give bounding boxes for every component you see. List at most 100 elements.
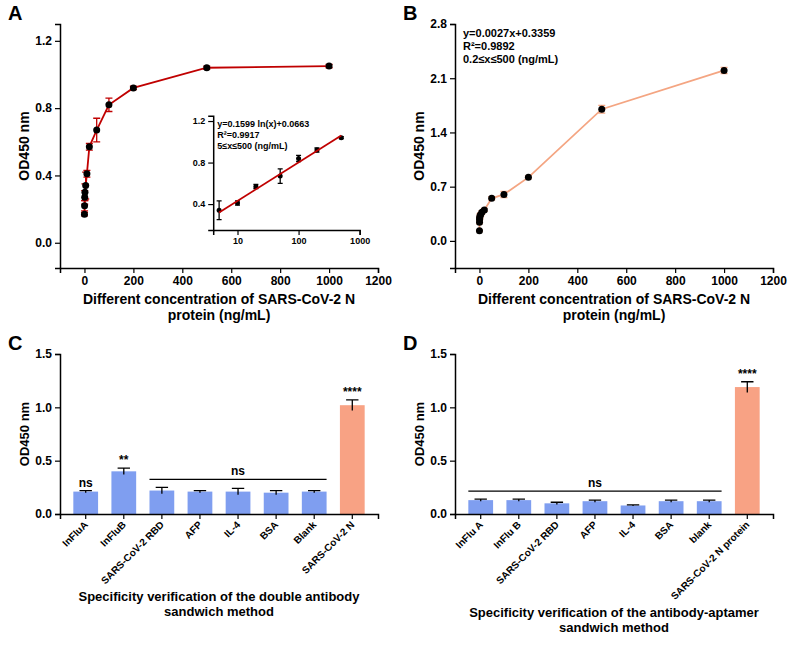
x-axis-title: Specificity verification of the antibody… xyxy=(469,605,759,635)
tick: InFluA xyxy=(60,514,90,549)
text-line: sandwich method xyxy=(164,604,274,619)
data-point xyxy=(81,189,88,196)
tick-label: 100 xyxy=(292,236,307,246)
axis-line xyxy=(456,515,774,520)
tick-label: 400 xyxy=(568,274,588,288)
tick: 1000 xyxy=(711,268,738,288)
tick-label: blank xyxy=(687,519,714,546)
data-point xyxy=(488,195,495,202)
plot-area xyxy=(468,382,759,514)
tick: blank xyxy=(687,514,714,545)
tick: 1.0 xyxy=(430,401,455,415)
tick-label: SARS-CoV-2 RBD xyxy=(99,519,166,586)
tick: 0.0 xyxy=(430,507,455,521)
tick: 0.0 xyxy=(35,236,60,250)
error-bar xyxy=(270,491,282,495)
tick: AFP xyxy=(577,514,599,541)
tick-mark xyxy=(237,230,238,235)
tick: InFlu A xyxy=(453,514,484,550)
error-bar xyxy=(86,143,93,150)
axis-line xyxy=(55,355,61,515)
panel-b: 0200400600800100012000.00.71.42.12.8y=0.… xyxy=(411,17,787,322)
x-axis-title: Different concentration of SARS-CoV-2 Np… xyxy=(83,291,355,323)
tick: 0.4 xyxy=(35,169,60,183)
error-bar xyxy=(589,500,601,502)
panel-a: 0200400600800100012000.00.40.81.2Differe… xyxy=(16,25,392,323)
tick-mark xyxy=(55,108,60,109)
tick-mark xyxy=(329,268,330,273)
tick-label: 0.0 xyxy=(430,234,447,248)
tick: BSA xyxy=(258,514,281,542)
tick-mark xyxy=(55,41,60,42)
tick-mark xyxy=(450,78,455,79)
annotation: **** xyxy=(343,385,362,399)
error-bar xyxy=(598,105,605,113)
bar xyxy=(468,500,493,514)
y-axis: 0.00.71.42.12.8 xyxy=(430,17,455,268)
error-bar xyxy=(627,505,639,506)
tick: 600 xyxy=(222,268,242,288)
tick-mark xyxy=(360,230,361,235)
axis-line xyxy=(456,269,774,274)
panel-letter: B xyxy=(403,2,417,24)
tick-mark xyxy=(276,514,277,519)
tick-mark xyxy=(479,268,480,273)
tick-mark xyxy=(724,268,725,273)
bar xyxy=(188,492,213,514)
tick-mark xyxy=(450,407,455,408)
error-bar xyxy=(194,491,206,493)
tick-mark xyxy=(709,514,710,519)
data-point xyxy=(476,227,483,234)
axis-line xyxy=(61,269,379,274)
tick: 1000 xyxy=(350,230,370,246)
bar xyxy=(340,405,365,514)
tick-label: 1.2 xyxy=(193,116,206,126)
tick: 0.0 xyxy=(35,507,60,521)
tick-mark xyxy=(577,268,578,273)
error-bar xyxy=(308,491,320,493)
bar xyxy=(583,501,608,514)
tick-label: 800 xyxy=(271,274,291,288)
tick-label: 0 xyxy=(82,274,89,288)
tick-mark xyxy=(280,268,281,273)
plot-area xyxy=(217,135,344,220)
panel-a-inset: 1010010000.40.81.2y=0.1599 ln(x)+0.0663R… xyxy=(193,116,370,246)
data-point xyxy=(326,63,333,70)
tick-label: Blank xyxy=(291,519,318,546)
bar xyxy=(111,471,136,514)
tick: BSA xyxy=(653,514,676,542)
tick-mark xyxy=(675,268,676,273)
axis-line xyxy=(208,116,214,230)
tick-mark xyxy=(199,514,200,519)
bar xyxy=(697,501,722,514)
tick: 0 xyxy=(82,268,89,288)
y-axis-title: OD450 nm xyxy=(411,111,427,180)
bar xyxy=(735,387,760,514)
error-bar xyxy=(118,468,130,474)
x-axis: InFlu AInFlu BSARS-CoV-2 RBDAFPIL-4BSAbl… xyxy=(453,514,773,602)
tick: SARS-CoV-2 N xyxy=(300,514,357,576)
tick-mark xyxy=(314,514,315,519)
tick-mark xyxy=(208,121,213,122)
x-axis: InFluAInFluBSARS-CoV-2 RBDAFPIL-4BSABlan… xyxy=(60,514,378,586)
tick-mark xyxy=(208,204,213,205)
tick-label: 10 xyxy=(233,236,243,246)
data-point xyxy=(81,202,88,209)
tick: 0.5 xyxy=(35,454,60,468)
x-axis-title: Different concentration of SARS-CoV-2 Np… xyxy=(478,291,750,323)
data-point xyxy=(721,67,728,74)
bar xyxy=(621,505,646,514)
error-bar xyxy=(721,67,728,73)
tick-mark xyxy=(85,514,86,519)
error-bar xyxy=(665,500,677,502)
tick: 1200 xyxy=(760,268,787,288)
y-axis: 0.00.51.01.5 xyxy=(430,347,455,521)
annotation: **** xyxy=(738,367,757,381)
tick-mark xyxy=(671,514,672,519)
tick-mark xyxy=(450,354,455,355)
tick-label: 1000 xyxy=(316,274,343,288)
tick: 0.8 xyxy=(193,158,214,168)
data-point xyxy=(83,170,90,177)
annotation: y=0.0027x+0.3359 xyxy=(463,27,555,39)
y-axis: 0.00.40.81.2 xyxy=(35,25,60,269)
